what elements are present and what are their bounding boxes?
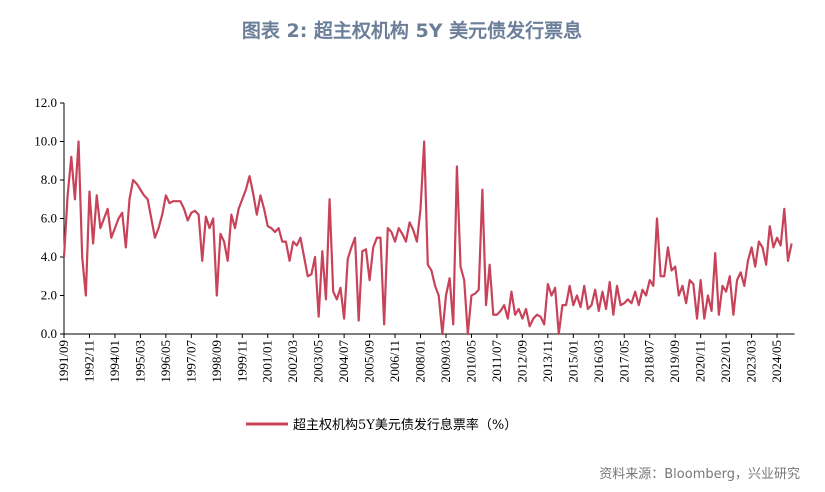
y-tick-label: 12.0 xyxy=(34,95,57,110)
x-tick-label: 2018/07 xyxy=(642,340,657,383)
x-tick-label: 2009/03 xyxy=(438,340,453,383)
chart-title: 图表 2: 超主权机构 5Y 美元债发行票息 xyxy=(242,19,582,42)
y-tick-label: 2.0 xyxy=(41,288,57,303)
legend-label: 超主权机构5Y美元债发行息票率（%） xyxy=(293,417,517,433)
x-tick-label: 2011/07 xyxy=(489,340,504,383)
x-tick-label: 2015/01 xyxy=(565,340,580,383)
x-tick-label: 2017/05 xyxy=(616,340,631,383)
x-tick-label: 2002/03 xyxy=(285,340,300,383)
x-tick-label: 2005/09 xyxy=(362,340,377,383)
y-tick-label: 10.0 xyxy=(34,134,57,149)
x-tick-label: 2001/01 xyxy=(260,340,275,383)
x-tick-label: 2003/05 xyxy=(311,340,326,383)
x-tick-label: 1991/09 xyxy=(56,340,71,383)
x-tick-label: 2019/09 xyxy=(667,340,682,383)
y-tick-label: 4.0 xyxy=(41,249,57,264)
x-tick-label: 2004/07 xyxy=(336,340,351,383)
x-tick-label: 2013/11 xyxy=(540,340,555,382)
y-tick-label: 6.0 xyxy=(41,211,57,226)
y-tick-label: 0.0 xyxy=(41,326,57,341)
x-tick-label: 2010/05 xyxy=(463,340,478,383)
x-tick-label: 2024/05 xyxy=(769,340,784,383)
x-tick-label: 2016/03 xyxy=(591,340,606,383)
x-tick-label: 1996/05 xyxy=(158,340,173,383)
x-tick-label: 2020/11 xyxy=(693,340,708,382)
x-tick-label: 2008/01 xyxy=(413,340,428,383)
y-tick-label: 8.0 xyxy=(41,172,57,187)
x-tick-label: 2023/03 xyxy=(744,340,759,383)
x-tick-label: 2022/01 xyxy=(718,340,733,383)
x-tick-label: 1995/03 xyxy=(132,340,147,383)
x-tick-label: 1998/09 xyxy=(209,340,224,383)
x-tick-label: 1992/11 xyxy=(81,340,96,382)
source-note: 资料来源：Bloomberg，兴业研究 xyxy=(599,467,800,482)
x-tick-label: 1997/07 xyxy=(183,340,198,383)
x-tick-label: 1999/11 xyxy=(234,340,249,382)
x-tick-label: 2006/11 xyxy=(387,340,402,382)
x-tick-label: 2012/09 xyxy=(514,340,529,383)
x-tick-label: 1994/01 xyxy=(107,340,122,383)
line-series xyxy=(62,140,793,336)
